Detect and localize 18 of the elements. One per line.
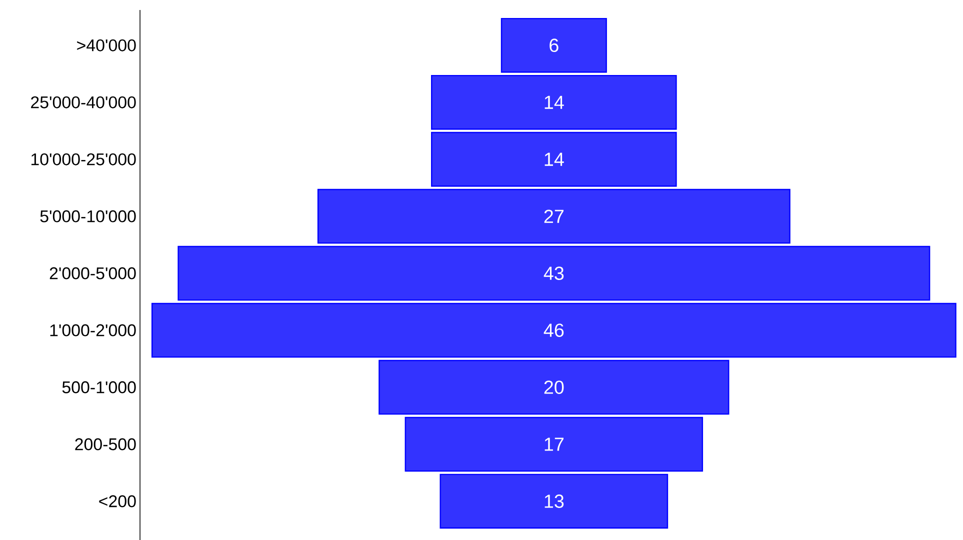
data-label: 46 [544, 323, 564, 337]
category-label: 25'000-40'000 [31, 96, 136, 108]
data-label: 14 [544, 152, 564, 166]
data-label: 27 [544, 210, 564, 223]
data-label: 43 [544, 266, 564, 280]
data-label: 6 [550, 38, 558, 52]
category-label: >40'000 [77, 39, 136, 52]
category-label: 5'000-10'000 [40, 210, 136, 222]
category-label: 2'000-5'000 [50, 267, 136, 280]
category-label: 1'000-2'000 [50, 324, 136, 336]
data-label: 14 [544, 96, 564, 109]
category-label: <200 [99, 495, 136, 508]
data-label: 13 [544, 494, 564, 508]
category-label: 200-500 [75, 438, 136, 450]
category-label: 500-1'000 [62, 381, 136, 394]
category-label: 10'000-25'000 [31, 153, 136, 166]
data-label: 17 [544, 438, 564, 451]
data-label: 20 [544, 380, 564, 394]
